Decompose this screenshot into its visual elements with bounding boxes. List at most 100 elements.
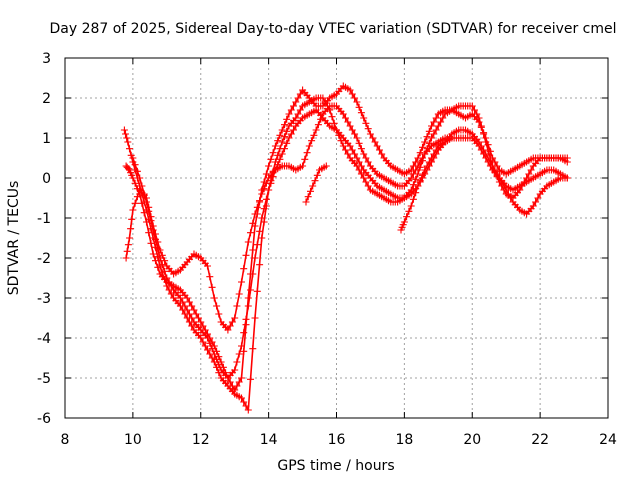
data-point xyxy=(290,126,297,134)
data-point xyxy=(480,146,488,154)
data-point xyxy=(167,282,175,290)
data-point xyxy=(299,162,307,170)
data-point xyxy=(240,265,248,273)
data-point xyxy=(314,121,322,129)
data-point xyxy=(158,261,166,269)
data-point xyxy=(152,235,159,243)
series-trace-4 xyxy=(129,106,571,382)
data-point xyxy=(192,310,200,318)
data-point xyxy=(532,198,540,206)
data-point xyxy=(249,270,257,278)
data-point xyxy=(226,322,234,330)
data-point xyxy=(339,110,347,118)
plot-frame xyxy=(64,57,609,419)
y-tick-label: -2 xyxy=(37,251,51,267)
data-point xyxy=(269,173,277,181)
data-point xyxy=(407,174,415,182)
data-point xyxy=(342,146,349,154)
data-point xyxy=(215,310,223,318)
data-point xyxy=(504,190,512,198)
data-point xyxy=(149,226,157,234)
y-tick-label: -1 xyxy=(37,211,51,227)
data-point xyxy=(348,90,356,98)
data-point xyxy=(344,150,352,158)
data-point xyxy=(249,345,257,353)
data-point xyxy=(412,189,420,197)
data-point xyxy=(287,106,295,114)
data-point xyxy=(376,146,383,154)
data-point xyxy=(421,138,429,146)
data-point xyxy=(233,358,241,366)
data-point xyxy=(140,190,148,198)
data-point xyxy=(525,170,533,178)
data-point xyxy=(131,161,139,169)
data-point xyxy=(201,342,209,350)
data-point xyxy=(238,342,245,350)
data-point xyxy=(238,278,245,286)
y-tick-label: 2 xyxy=(42,91,51,107)
data-point xyxy=(283,115,291,123)
data-point xyxy=(262,170,270,178)
data-point xyxy=(197,334,205,342)
data-point xyxy=(154,245,162,253)
data-point xyxy=(491,166,499,174)
data-point xyxy=(529,202,537,210)
data-point xyxy=(145,207,153,215)
data-point xyxy=(138,182,146,190)
data-point xyxy=(378,150,386,158)
data-point xyxy=(235,378,243,386)
data-point xyxy=(281,121,288,129)
data-point xyxy=(428,122,435,130)
data-point xyxy=(416,149,424,157)
data-point xyxy=(276,155,284,163)
data-point xyxy=(185,310,193,318)
data-point xyxy=(362,154,370,162)
data-point xyxy=(213,355,221,363)
data-point xyxy=(563,158,571,166)
data-point xyxy=(328,113,336,121)
data-point xyxy=(360,174,368,182)
data-point xyxy=(242,402,250,410)
data-point xyxy=(199,322,207,330)
y-tick-label: 3 xyxy=(42,51,51,67)
data-point xyxy=(486,147,494,155)
data-point xyxy=(122,130,129,138)
data-point xyxy=(226,378,234,386)
data-point xyxy=(208,283,216,291)
data-point xyxy=(296,106,304,114)
data-point xyxy=(355,158,363,166)
data-point xyxy=(247,375,254,383)
data-point xyxy=(240,329,248,337)
x-tick-label: 18 xyxy=(395,432,413,448)
data-point xyxy=(480,129,488,137)
data-point xyxy=(190,306,198,314)
series-trace-2 xyxy=(122,82,571,394)
data-point xyxy=(319,94,327,102)
x-tick-label: 20 xyxy=(463,432,481,448)
series-line xyxy=(125,85,568,391)
data-point xyxy=(527,166,535,174)
data-point xyxy=(188,314,196,322)
data-point xyxy=(364,125,372,133)
data-point xyxy=(251,254,259,262)
data-point xyxy=(260,205,268,213)
data-point xyxy=(493,170,501,178)
data-point xyxy=(204,334,211,342)
data-point xyxy=(124,165,132,173)
data-point xyxy=(278,138,286,146)
data-point xyxy=(296,90,304,98)
data-point xyxy=(124,241,132,249)
data-point xyxy=(208,354,216,362)
data-point xyxy=(419,154,426,162)
chart-title: Day 287 of 2025, Sidereal Day-to-day VTE… xyxy=(49,21,616,37)
data-point xyxy=(138,199,146,207)
data-point xyxy=(448,134,456,142)
data-point xyxy=(502,186,510,194)
x-axis-label: GPS time / hours xyxy=(277,458,394,474)
data-point xyxy=(303,149,311,157)
data-point xyxy=(249,246,257,254)
data-point xyxy=(258,214,266,222)
data-point xyxy=(357,170,365,178)
x-tick-label: 16 xyxy=(328,432,346,448)
data-point xyxy=(276,131,284,139)
